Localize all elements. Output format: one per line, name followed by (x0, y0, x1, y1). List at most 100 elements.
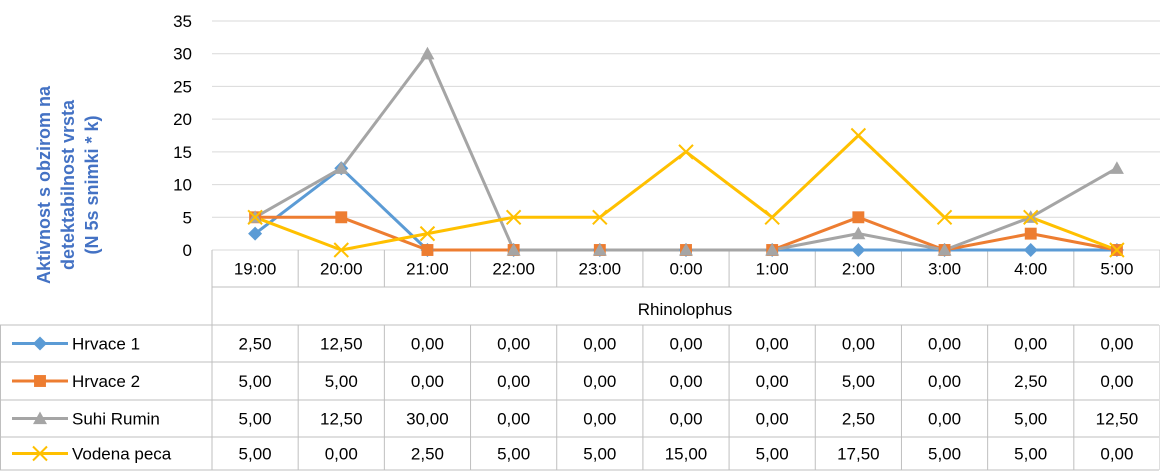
table-cell-value: 0,00 (669, 335, 702, 354)
data-point (851, 243, 866, 257)
data-point (334, 161, 349, 174)
table-cell-value: 2,50 (239, 335, 272, 354)
table-cell-value: 5,00 (928, 445, 961, 464)
x-tick-label: 4:00 (1014, 260, 1047, 279)
y-tick-label: 25 (173, 77, 192, 96)
data-point (1023, 243, 1038, 257)
table-cell-value: 2,50 (842, 410, 875, 429)
table-cell-value: 30,00 (406, 410, 449, 429)
data-point (679, 243, 693, 256)
table-cell-value: 12,50 (1096, 410, 1139, 429)
table-cell-value: 0,00 (583, 410, 616, 429)
data-point (333, 242, 349, 258)
data-point (505, 209, 522, 225)
table-cell-value: 5,00 (325, 372, 358, 391)
table-cell-value: 0,00 (1100, 372, 1133, 391)
data-point (765, 243, 780, 256)
table-cell-value: 5,00 (497, 445, 530, 464)
table-cell-value: 0,00 (669, 410, 702, 429)
x-tick-label: 22:00 (492, 260, 535, 279)
table-cell-value: 5,00 (1014, 410, 1047, 429)
x-tick-label: 19:00 (234, 260, 277, 279)
data-point (1023, 209, 1039, 225)
data-point (419, 225, 436, 242)
y-tick-labels: 0 5 10 15 20 25 30 35 (173, 12, 192, 260)
table-cell-value: 0,00 (928, 335, 961, 354)
table-cell-value: 0,00 (1100, 335, 1133, 354)
table-cell-value: 0,00 (756, 372, 789, 391)
data-point (852, 211, 865, 224)
table-cell-value: 0,00 (583, 372, 616, 391)
table-cell-value: 0,00 (669, 372, 702, 391)
y-tick-label: 20 (173, 110, 192, 129)
table-cell-value: 0,00 (497, 372, 530, 391)
table-cell-value: 0,00 (756, 410, 789, 429)
table-cell-value: 0,00 (756, 335, 789, 354)
data-point (335, 211, 348, 224)
table-cell-value: 0,00 (842, 335, 875, 354)
series-lines (247, 46, 1125, 258)
series-line (254, 166, 1117, 252)
x-tick-label: 23:00 (579, 260, 622, 279)
legend-key-marker (32, 445, 48, 462)
legend-key-marker (33, 411, 47, 425)
table-cell-value: 5,00 (239, 410, 272, 429)
data-point (850, 127, 867, 144)
data-point (592, 209, 608, 225)
table-cell-value: 2,50 (411, 445, 444, 464)
table-cell-value: 5,00 (1014, 445, 1047, 464)
table-cell-value: 0,00 (497, 335, 530, 354)
y-tick-label: 0 (183, 241, 192, 260)
table-cell-value: 0,00 (411, 372, 444, 391)
table-cell-value: 0,00 (1100, 445, 1133, 464)
table-cell-value: 17,50 (837, 445, 880, 464)
x-tick-label: 21:00 (406, 260, 449, 279)
data-point (506, 243, 521, 256)
y-tick-label: 30 (173, 45, 192, 64)
table-cell-value: 0,00 (325, 445, 358, 464)
x-tick-label: 0:00 (669, 260, 702, 279)
x-tick-label: 1:00 (756, 260, 789, 279)
y-tick-label: 35 (173, 12, 192, 31)
table-cell-value: 0,00 (583, 335, 616, 354)
table-cell-value: 0,00 (928, 410, 961, 429)
table-cell-value: 15,00 (665, 445, 708, 464)
data-point (1109, 242, 1125, 258)
y-tick-label: 15 (173, 143, 192, 162)
table-cell-value: 12,50 (320, 410, 363, 429)
table-cell-value: 2,50 (1014, 372, 1047, 391)
data-point (1109, 161, 1124, 174)
data-point (678, 144, 694, 160)
y-axis-label-line: (N 5s snimki * k) (82, 115, 102, 254)
data-point (420, 46, 435, 60)
table-cell-value: 12,50 (320, 335, 363, 354)
data-table: 19:00 20:00 21:00 22:00 23:00 0:00 1:00 2:00 3:0… (0, 250, 1160, 471)
table-cell-value: 0,00 (411, 335, 444, 354)
data-point (937, 243, 952, 256)
y-axis-label-line: Aktivnost s obzirom na (34, 85, 54, 284)
gridlines (212, 20, 1160, 251)
x-axis-label: Rhinolophus (638, 300, 733, 319)
legend-series-name: Hrvace 2 (72, 372, 140, 391)
x-tick-label: 20:00 (320, 260, 363, 279)
y-axis-label: Aktivnost s obzirom na detektabilnost vrs… (34, 85, 102, 284)
data-point (851, 226, 866, 240)
data-point (764, 209, 780, 225)
table-cell-value: 5,00 (756, 445, 789, 464)
table-cell-value: 5,00 (239, 372, 272, 391)
data-point (1024, 227, 1037, 240)
x-tick-label: 2:00 (842, 260, 875, 279)
data-point (936, 209, 953, 225)
data-point (247, 209, 263, 225)
table-cell-value: 0,00 (1014, 335, 1047, 354)
legend-series-name: Suhi Rumin (72, 410, 160, 429)
x-tick-label: 3:00 (928, 260, 961, 279)
legend-key-marker (34, 375, 46, 387)
data-point (592, 243, 607, 256)
y-tick-label: 5 (183, 208, 192, 227)
data-point (421, 244, 434, 256)
table-cell-value: 5,00 (583, 445, 616, 464)
y-tick-label: 10 (173, 176, 192, 195)
legend-key-marker (33, 336, 47, 351)
